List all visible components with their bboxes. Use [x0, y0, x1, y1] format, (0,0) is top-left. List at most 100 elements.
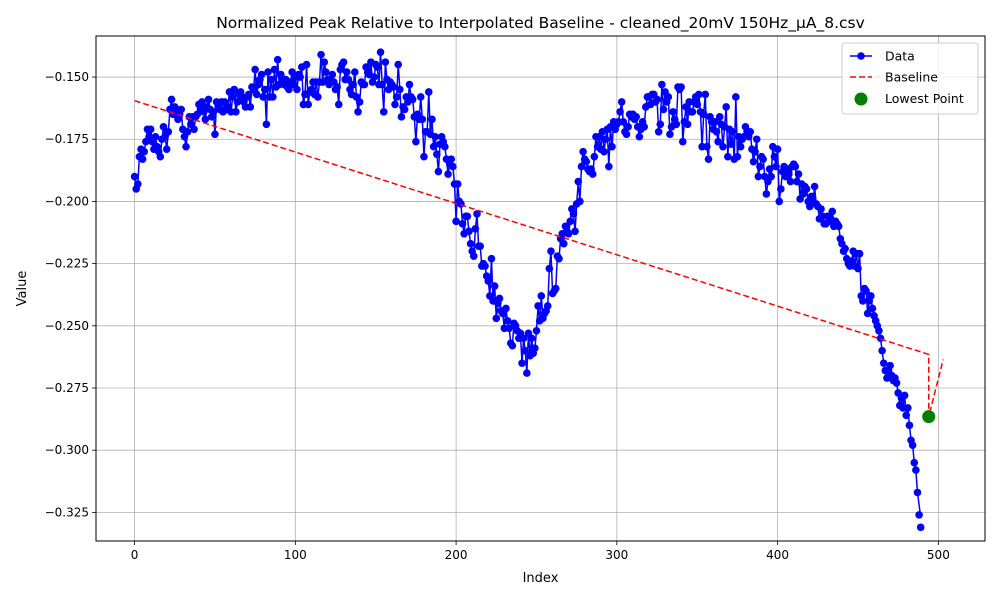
data-point [302, 60, 311, 69]
data-point [420, 152, 428, 161]
data-point [201, 115, 210, 124]
data-point [471, 225, 480, 233]
data-point [190, 125, 198, 134]
data-point [802, 185, 811, 193]
data-point [261, 85, 269, 94]
grid [96, 36, 985, 541]
data-point [508, 341, 517, 350]
data-point [900, 391, 909, 400]
data-point [693, 100, 702, 109]
data-point [209, 108, 218, 116]
data-point [859, 297, 867, 305]
data-point [373, 63, 382, 71]
data-point [458, 220, 467, 228]
data-point [560, 239, 568, 248]
data-point [654, 127, 663, 136]
data-point [640, 123, 648, 131]
data-point [841, 244, 849, 253]
data-point [465, 227, 473, 236]
plot-frame [95, 35, 986, 542]
data-point [569, 210, 578, 218]
data-point [444, 170, 452, 178]
data-point [519, 334, 528, 343]
data-point [246, 103, 255, 111]
x-axis-label: Index [523, 571, 559, 586]
data-point [416, 93, 425, 101]
x-tick-label: 0 [131, 548, 139, 562]
series-data [130, 48, 925, 532]
data-point [228, 93, 237, 101]
data-point [765, 165, 774, 173]
data-point [394, 60, 403, 69]
data-point [198, 98, 206, 106]
data-point [452, 217, 460, 226]
data-point [752, 135, 761, 144]
data-point [267, 75, 276, 84]
data-point [635, 132, 644, 141]
data-point [902, 411, 911, 420]
data-point [786, 177, 795, 186]
data-point [688, 108, 697, 116]
data-point [773, 145, 782, 153]
data-point [532, 326, 541, 335]
data-point [751, 147, 759, 156]
data-point [791, 162, 800, 171]
data-point [785, 170, 793, 178]
legend: Data Baseline Lowest Point [841, 42, 979, 115]
data-point [251, 65, 259, 74]
data-point [772, 162, 780, 171]
data-point [601, 135, 610, 144]
data-point [886, 361, 894, 370]
data-point [632, 113, 640, 121]
data-point [712, 127, 721, 136]
data-point [349, 80, 358, 89]
data-point [277, 70, 285, 79]
data-point [588, 170, 597, 178]
data-point [304, 100, 313, 109]
data-point [164, 127, 173, 136]
data-point [867, 292, 875, 300]
data-point [701, 90, 710, 99]
data-point [473, 210, 481, 218]
series-lowest-point [922, 410, 936, 424]
ticks: 0 100 200 300 400 500 −0.325 −0.300 −0.275 −0.250… [45, 70, 950, 562]
data-point [733, 152, 742, 161]
data-point [653, 95, 661, 104]
data-point [915, 511, 923, 519]
baseline-line [134, 99, 944, 417]
data-point [273, 55, 282, 64]
data-point [134, 180, 142, 188]
data-point [138, 155, 147, 163]
data-point [759, 155, 767, 163]
data-point [756, 162, 764, 171]
legend-lowest-label: Lowest Point [885, 91, 964, 106]
data-point [619, 118, 628, 126]
data-point [746, 127, 755, 136]
data-point [232, 108, 240, 116]
data-point [666, 130, 674, 139]
data-point [381, 58, 390, 66]
data-point [376, 48, 385, 56]
data-point [167, 95, 176, 104]
data-point [244, 90, 253, 99]
data-point [431, 132, 440, 141]
x-tick-label: 100 [284, 548, 307, 562]
data-point [732, 93, 740, 101]
data-point [762, 190, 771, 198]
data-point [428, 115, 436, 124]
legend-data-label: Data [885, 49, 915, 64]
data-point [659, 105, 668, 114]
data-point [695, 90, 703, 99]
data-point [770, 152, 779, 161]
data-point [916, 523, 925, 532]
data-point [683, 120, 692, 129]
data-point [342, 68, 351, 76]
y-tick-label: −0.150 [45, 70, 89, 84]
data-point [391, 100, 399, 109]
data-point [211, 130, 219, 139]
data-point [723, 152, 732, 161]
data-point [183, 127, 192, 136]
data-point [767, 172, 775, 181]
data-point [360, 80, 369, 89]
